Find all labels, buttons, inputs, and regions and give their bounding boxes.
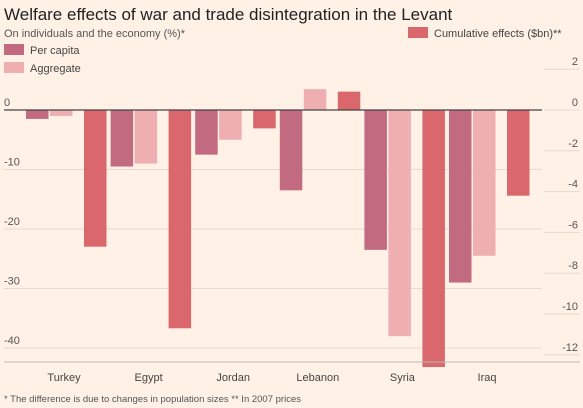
- left-tick-label: -20: [4, 216, 20, 228]
- bar-aggregate-syria: [388, 110, 411, 337]
- legend-swatch-aggregate: [4, 62, 24, 73]
- legend-right: Cumulative effects ($bn)**: [408, 27, 562, 40]
- bar-per-capita-lebanon: [279, 110, 303, 191]
- legend-label-per-capita: Per capita: [30, 45, 80, 57]
- chart-title: Welfare effects of war and trade disinte…: [4, 5, 453, 24]
- category-label: Turkey: [47, 372, 81, 384]
- bar-cumulative-syria: [422, 110, 445, 368]
- bar-per-capita-turkey: [26, 110, 49, 119]
- legend-label-aggregate: Aggregate: [30, 63, 81, 75]
- left-tick-label: -40: [4, 335, 20, 347]
- bar-cumulative-egypt: [168, 110, 192, 329]
- bar-per-capita-jordan: [195, 110, 218, 155]
- bar-aggregate-egypt: [134, 110, 158, 164]
- legend-swatch-per-capita: [4, 44, 24, 55]
- category-label: Egypt: [135, 372, 163, 384]
- bar-aggregate-iraq: [473, 110, 496, 256]
- right-tick-label: -4: [568, 179, 578, 191]
- right-tick-label: -8: [568, 260, 578, 272]
- footnote: * The difference is due to changes in po…: [4, 394, 301, 405]
- category-label: Jordan: [216, 372, 250, 384]
- right-tick-label: 2: [572, 56, 578, 68]
- right-tick-label: -12: [562, 342, 578, 354]
- bar-per-capita-egypt: [110, 110, 134, 167]
- bar-cumulative-iraq: [507, 110, 530, 196]
- bar-cumulative-jordan: [253, 110, 276, 129]
- category-label: Syria: [390, 372, 416, 384]
- right-tick-label: -6: [568, 219, 578, 231]
- left-tick-label: -30: [4, 276, 20, 288]
- legend-label-cumulative: Cumulative effects ($bn)**: [434, 28, 562, 40]
- legend-swatch-cumulative: [408, 27, 428, 38]
- axes: 0 -10 -20 -30 -40 2 0 -2 -4 -6 -8 -10 -12 Turkey Egypt…: [4, 56, 580, 384]
- left-tick-label: -10: [4, 157, 20, 169]
- category-label: Iraq: [478, 372, 497, 384]
- right-tick-label: -10: [562, 301, 578, 313]
- bar-per-capita-syria: [364, 110, 387, 250]
- left-tick-label: 0: [4, 97, 10, 109]
- bar-cumulative-turkey: [84, 110, 107, 247]
- category-label: Lebanon: [296, 372, 339, 384]
- bar-aggregate-jordan: [219, 110, 242, 140]
- bars: [26, 89, 530, 368]
- right-tick-label: 0: [572, 97, 578, 109]
- bar-aggregate-turkey: [50, 110, 73, 116]
- bar-per-capita-iraq: [449, 110, 472, 283]
- right-tick-label: -2: [568, 138, 578, 150]
- bar-aggregate-lebanon: [303, 89, 327, 110]
- chart-subtitle: On individuals and the economy (%)*: [4, 28, 186, 40]
- legend-left: Per capita Aggregate: [4, 44, 81, 75]
- bar-cumulative-lebanon: [337, 91, 361, 110]
